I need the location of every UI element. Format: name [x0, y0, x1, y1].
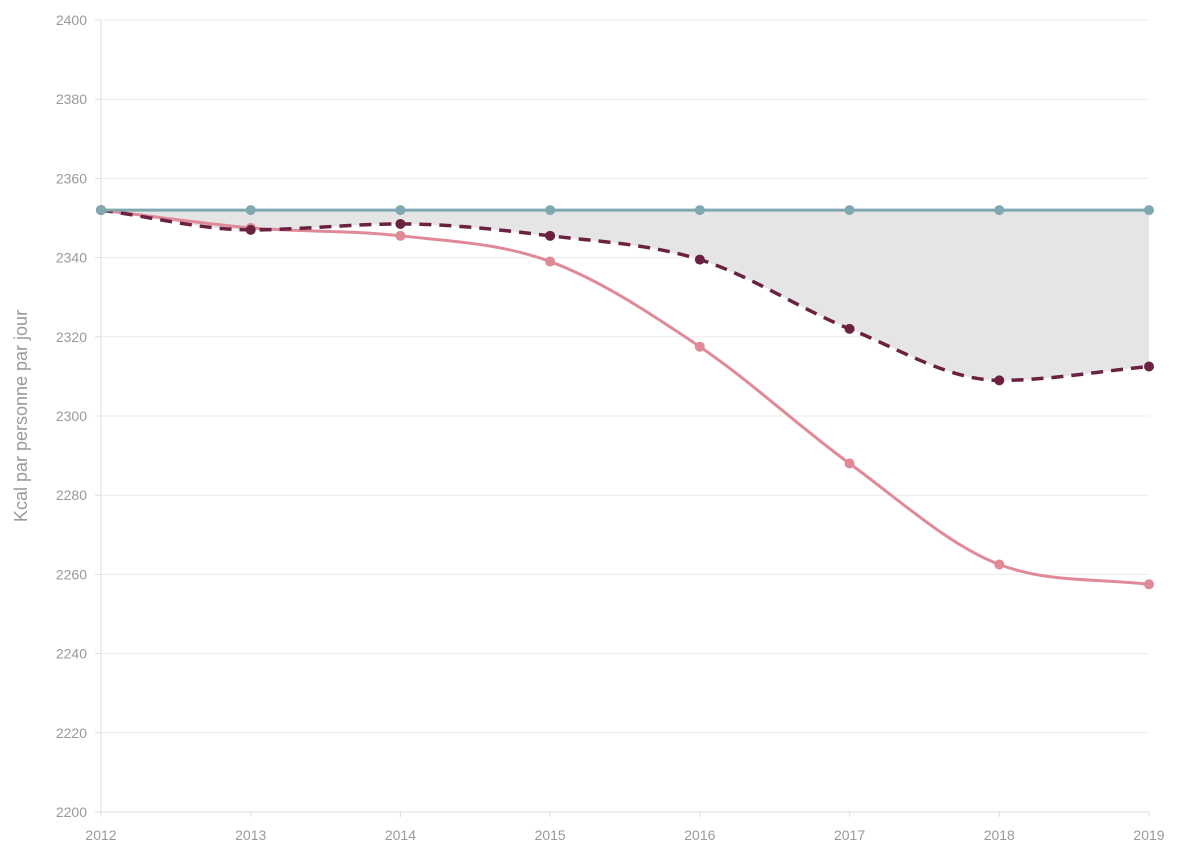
data-point-teal	[96, 205, 106, 216]
y-axis-title: Kcal par personne par jour	[11, 310, 31, 522]
data-point-teal	[694, 205, 705, 216]
series-layer	[99, 208, 1151, 586]
data-point-teal	[994, 205, 1005, 216]
data-point-pink	[694, 341, 705, 352]
y-tick-label: 2300	[56, 408, 87, 424]
y-tick-label: 2380	[56, 91, 87, 107]
label-layer: 2200 2220 2240 2260 2280 2300 2320 2340 2360 2380…	[56, 12, 1165, 843]
data-point-teal	[395, 205, 406, 216]
axis-layer	[95, 19, 1150, 817]
data-point-pink	[545, 256, 556, 267]
data-point-dark	[395, 218, 406, 229]
x-tick-label: 2013	[235, 827, 266, 843]
y-tick-label: 2320	[56, 329, 87, 345]
point-layer	[96, 205, 1154, 590]
shaded-area-layer	[101, 210, 1149, 381]
data-point-pink	[844, 458, 855, 469]
data-point-teal	[1144, 205, 1154, 216]
data-point-dark	[245, 224, 256, 235]
y-tick-label: 2260	[56, 566, 87, 582]
data-point-pink	[994, 559, 1005, 570]
data-point-dark	[545, 230, 556, 241]
data-point-dark	[994, 375, 1005, 386]
grid-layer	[101, 19, 1149, 813]
y-tick-label: 2400	[56, 12, 87, 28]
y-tick-label: 2200	[56, 804, 87, 820]
y-tick-label: 2240	[56, 646, 87, 662]
x-tick-label: 2019	[1133, 827, 1164, 843]
data-point-dark	[1144, 361, 1154, 372]
x-tick-label: 2017	[834, 827, 865, 843]
x-tick-label: 2018	[984, 827, 1015, 843]
x-tick-label: 2014	[385, 827, 416, 843]
shaded-area	[101, 210, 1149, 381]
data-point-dark	[694, 254, 705, 265]
data-point-pink	[395, 230, 406, 241]
y-tick-label: 2340	[56, 250, 87, 266]
series-line-dark	[100, 208, 1150, 383]
y-tick-label: 2220	[56, 725, 87, 741]
data-point-teal	[844, 205, 855, 216]
data-point-teal	[545, 205, 556, 216]
data-point-teal	[245, 205, 256, 216]
y-tick-label: 2280	[56, 487, 87, 503]
x-tick-label: 2016	[684, 827, 715, 843]
y-tick-label: 2360	[56, 170, 87, 186]
data-point-pink	[1144, 579, 1154, 590]
series-line-pink	[99, 208, 1151, 586]
data-point-dark	[844, 323, 855, 334]
x-tick-label: 2015	[535, 827, 566, 843]
x-tick-label: 2012	[85, 827, 116, 843]
